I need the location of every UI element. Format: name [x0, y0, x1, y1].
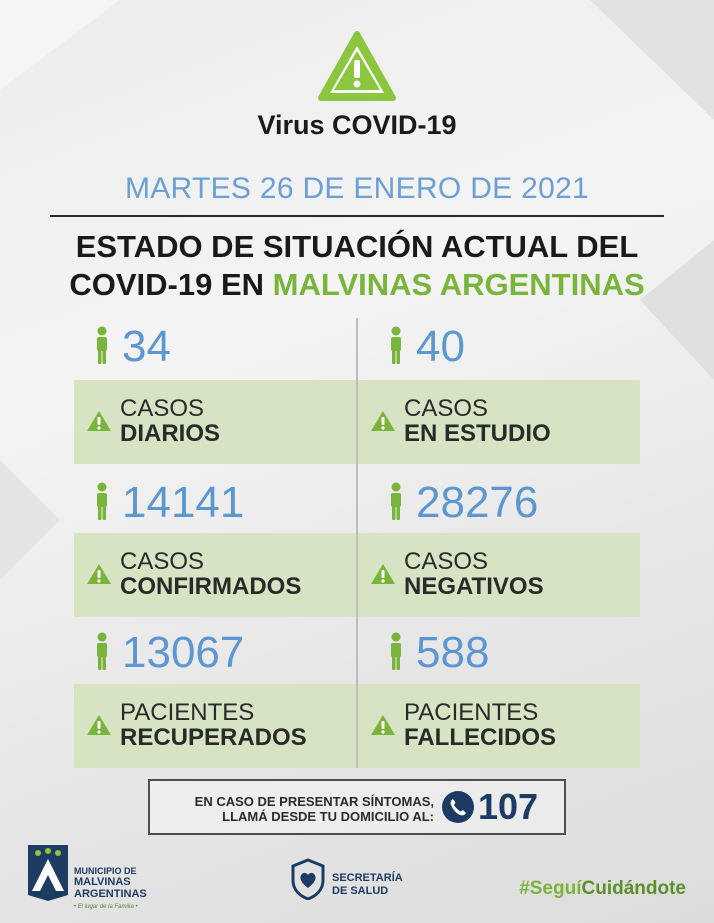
emergency-phone-number[interactable]: 107 [478, 786, 539, 827]
warning-triangle-icon [86, 410, 112, 432]
hashtag: #SeguíCuidándote [519, 878, 686, 900]
stat-label-bottom: CONFIRMADOS [120, 573, 302, 600]
person-icon [388, 326, 404, 364]
muni-line2: MALVINAS [74, 876, 131, 888]
municipio-logo [28, 845, 68, 901]
muni-line1: MUNICIPIO DE [74, 866, 137, 876]
stat-number: 14141 [122, 478, 245, 527]
cta-line1-bold: SÍNTOMAS, [362, 794, 434, 809]
muni-line3: ARGENTINAS [74, 888, 147, 900]
stat-label-bottom: EN ESTUDIO [404, 420, 551, 447]
secretaria-salud-logo [291, 858, 325, 900]
column-divider [356, 318, 358, 768]
secretaria-salud-name: SECRETARÍA DE SALUD [332, 872, 403, 898]
salud-line2: DE SALUD [332, 885, 389, 897]
call-to-action-box: EN CASO DE PRESENTAR SÍNTOMAS, LLAMÁ DES… [148, 779, 566, 835]
stat-label-band: PACIENTES RECUPERADOS [74, 684, 356, 768]
stat-number: 588 [416, 628, 490, 677]
stat-label-top: CASOS [404, 395, 489, 422]
hashtag-pre: #Seguí [519, 878, 582, 899]
warning-triangle-icon [370, 410, 396, 432]
municipio-name: MUNICIPIO DE MALVINAS ARGENTINAS • El lu… [74, 866, 147, 912]
stat-label-band: CASOS CONFIRMADOS [74, 533, 356, 617]
stat-label-top: CASOS [120, 395, 205, 422]
headline-location: MALVINAS ARGENTINAS [272, 267, 645, 302]
stat-label-top: PACIENTES [120, 699, 255, 726]
stat-label-top: CASOS [404, 548, 489, 575]
stat-number: 40 [416, 322, 465, 371]
warning-triangle-icon [86, 714, 112, 736]
warning-triangle-icon [318, 31, 396, 101]
warning-triangle-icon [86, 563, 112, 585]
divider [50, 215, 664, 217]
report-date: MARTES 26 DE ENERO DE 2021 [124, 172, 590, 205]
cta-line1-pre: EN CASO DE PRESENTAR [194, 794, 362, 809]
stat-label: CASOS NEGATIVOS [404, 549, 544, 599]
person-icon [388, 482, 404, 520]
headline-line2-prefix: COVID-19 EN [69, 267, 273, 302]
person-icon [94, 482, 110, 520]
page-title: Virus COVID-19 [257, 110, 457, 140]
stat-number: 13067 [122, 628, 245, 677]
stat-label-bottom: DIARIOS [120, 420, 221, 447]
stat-number: 28276 [416, 478, 539, 527]
stat-label: CASOS CONFIRMADOS [120, 549, 301, 599]
phone-icon [442, 791, 474, 823]
headline-line1: ESTADO DE SITUACIÓN ACTUAL DEL [75, 229, 639, 264]
warning-triangle-icon [370, 714, 396, 736]
salud-line1: SECRETARÍA [332, 872, 403, 884]
muni-tagline: • El lugar de la Familia • [74, 904, 138, 910]
stat-label-band: CASOS NEGATIVOS [358, 533, 640, 617]
stat-label-bottom: RECUPERADOS [120, 724, 307, 751]
stat-label-band: CASOS EN ESTUDIO [358, 380, 640, 464]
person-icon [388, 632, 404, 670]
cta-line2: LLAMÁ DESDE TU DOMICILIO AL: [222, 809, 434, 824]
stat-label: CASOS EN ESTUDIO [404, 396, 551, 446]
stat-label: PACIENTES RECUPERADOS [120, 700, 307, 750]
headline: ESTADO DE SITUACIÓN ACTUAL DEL COVID-19 … [0, 228, 714, 304]
cta-text: EN CASO DE PRESENTAR SÍNTOMAS, LLAMÁ DES… [195, 794, 434, 824]
warning-triangle-icon [370, 563, 396, 585]
stat-label-top: PACIENTES [404, 699, 539, 726]
stat-label: PACIENTES FALLECIDOS [404, 700, 556, 750]
stat-label-bottom: FALLECIDOS [404, 724, 557, 751]
stat-number: 34 [122, 322, 171, 371]
person-icon [94, 326, 110, 364]
stat-label-band: PACIENTES FALLECIDOS [358, 684, 640, 768]
person-icon [94, 632, 110, 670]
stat-label-band: CASOS DIARIOS [74, 380, 356, 464]
hashtag-post: Cuidándote [581, 878, 687, 899]
stat-label: CASOS DIARIOS [120, 396, 220, 446]
stat-label-top: CASOS [120, 548, 205, 575]
stat-label-bottom: NEGATIVOS [404, 573, 544, 600]
